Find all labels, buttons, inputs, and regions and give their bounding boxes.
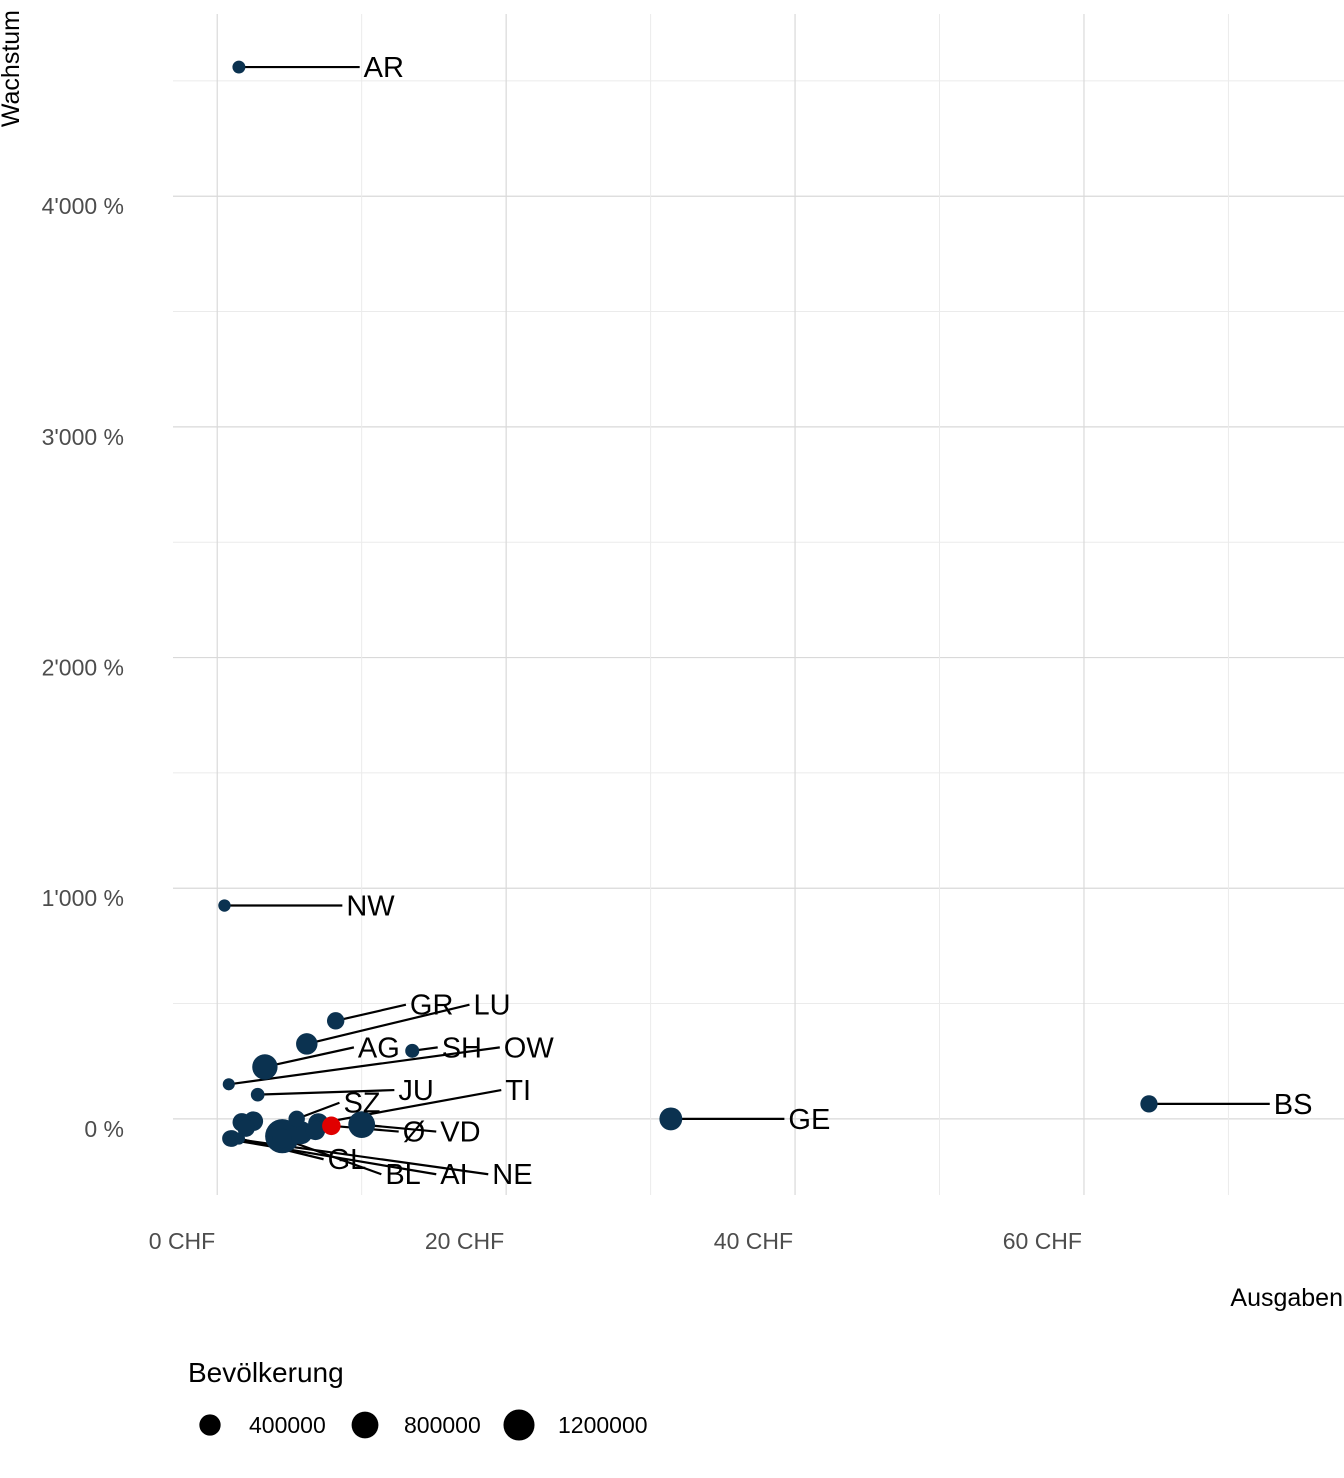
data-label: LU (473, 990, 510, 1022)
data-point (326, 1012, 345, 1030)
size-legend: Bevölkerung 400000 800000 1200000 (188, 1357, 648, 1441)
data-point (224, 1134, 236, 1145)
data-label: NW (346, 891, 395, 923)
legend-label: 800000 (404, 1412, 481, 1438)
legend-label: 400000 (249, 1412, 326, 1438)
data-point (296, 1033, 318, 1055)
data-point (250, 1087, 265, 1102)
data-label: SZ (343, 1088, 380, 1120)
legend-title: Bevölkerung (188, 1357, 344, 1388)
data-label: AR (364, 52, 404, 84)
x-tick-label: 20 CHF (425, 1228, 504, 1254)
data-label: SH (442, 1032, 482, 1064)
data-point (222, 1078, 235, 1091)
data-label: BL (385, 1159, 420, 1191)
connector-line (264, 1046, 355, 1069)
data-label: GL (328, 1144, 367, 1176)
data-label: GE (788, 1104, 830, 1136)
legend-key (351, 1411, 379, 1439)
label-connectors (224, 65, 1270, 1176)
connector-line (230, 1138, 437, 1176)
x-axis: 0 CHF 20 CHF 40 CHF 60 CHF (149, 1228, 1082, 1254)
data-label: GR (410, 990, 454, 1022)
data-point (232, 1132, 246, 1145)
y-axis-title: Wachstum (0, 10, 25, 127)
data-label: AG (358, 1032, 400, 1064)
y-axis: 0 % 1'000 % 2'000 % 3'000 % 4'000 % (42, 193, 124, 1142)
data-label: NE (492, 1159, 532, 1191)
data-point (305, 1120, 326, 1141)
data-point (272, 1128, 292, 1149)
data-label: VD (440, 1117, 480, 1149)
data-points (218, 60, 1158, 1154)
data-label: JU (398, 1075, 433, 1107)
y-tick-label: 3'000 % (42, 424, 124, 450)
legend-key (199, 1414, 221, 1436)
data-labels: AR NW GR LU AG SH OW JU TI SZ Ø VD GE BS GL BL AI NE (328, 52, 1313, 1191)
connector-line (228, 1046, 500, 1086)
y-tick-label: 4'000 % (42, 193, 124, 219)
y-tick-label: 1'000 % (42, 885, 124, 911)
x-tick-label: 60 CHF (1003, 1228, 1082, 1254)
data-label: AI (440, 1159, 467, 1191)
data-point (232, 60, 246, 74)
data-label: Ø (403, 1117, 426, 1149)
x-tick-label: 0 CHF (149, 1228, 215, 1254)
data-point (237, 1119, 255, 1137)
legend-key (503, 1409, 535, 1441)
data-label: TI (505, 1075, 531, 1107)
x-tick-label: 40 CHF (714, 1228, 793, 1254)
y-tick-label: 0 % (84, 1116, 124, 1142)
data-point (1140, 1095, 1158, 1113)
data-point (348, 1111, 376, 1139)
connector-line (257, 1088, 395, 1096)
y-tick-label: 2'000 % (42, 655, 124, 681)
connector-line (306, 1003, 470, 1045)
connector-line (318, 1088, 502, 1125)
data-point (405, 1043, 420, 1058)
data-point (659, 1107, 683, 1131)
data-point (252, 1054, 278, 1080)
data-point (288, 1110, 305, 1128)
data-label: BS (1274, 1089, 1313, 1121)
legend-label: 1200000 (558, 1412, 648, 1438)
data-point (218, 899, 231, 912)
data-point (322, 1116, 341, 1136)
grid (173, 14, 1344, 1195)
x-axis-title: Ausgaben (1230, 1284, 1343, 1312)
connector-line (335, 1003, 407, 1022)
data-label: OW (504, 1032, 555, 1064)
